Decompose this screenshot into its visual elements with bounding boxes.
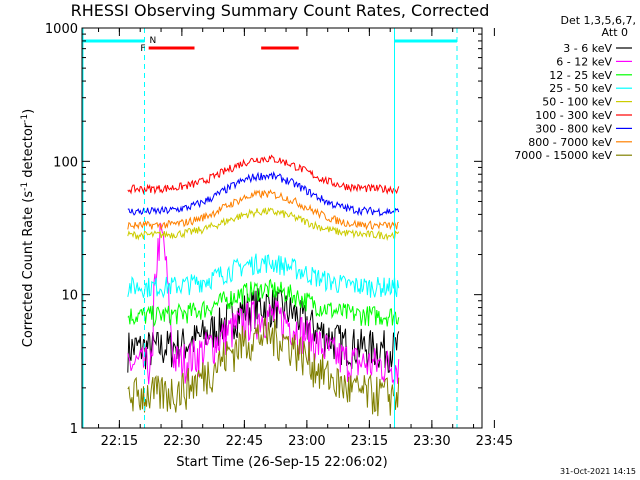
y-tick-label: 10 bbox=[61, 289, 78, 304]
flag-n-label: N bbox=[150, 36, 157, 46]
x-tick-label: 23:30 bbox=[413, 434, 450, 449]
x-tick-label: 22:45 bbox=[226, 434, 263, 449]
legend-label-8: 800 - 7000 keV bbox=[528, 136, 612, 149]
legend-label-3: 12 - 25 keV bbox=[549, 69, 612, 82]
x-tick-label: 22:15 bbox=[101, 434, 138, 449]
flag-f-label: F bbox=[140, 44, 145, 54]
x-axis: 22:15 22:30 22:45 23:00 23:15 23:30 23:45 bbox=[98, 28, 513, 449]
y-tick-label: 1 bbox=[70, 422, 78, 437]
legend-header-2: Att 0 bbox=[602, 26, 628, 39]
x-tick-label: 23:15 bbox=[351, 434, 388, 449]
series-line-4 bbox=[127, 253, 400, 299]
legend-label-7: 300 - 800 keV bbox=[535, 122, 612, 135]
legend-label-5: 50 - 100 keV bbox=[542, 96, 612, 109]
x-tick-label: 22:30 bbox=[163, 434, 200, 449]
legend-label-1: 3 - 6 keV bbox=[563, 42, 612, 55]
y-axis-label: Corrected Count Rate (s-1 detector-1) bbox=[20, 109, 36, 347]
series-line-8 bbox=[127, 188, 399, 231]
chart-title: RHESSI Observing Summary Count Rates, Co… bbox=[71, 1, 490, 20]
legend-label-4: 25 - 50 keV bbox=[549, 82, 612, 95]
y-tick-label: 1000 bbox=[45, 22, 78, 37]
plot-area: FN bbox=[82, 28, 458, 428]
plot-frame bbox=[81, 27, 483, 429]
series-line-5 bbox=[127, 207, 400, 242]
legend-label-9: 7000 - 15000 keV bbox=[514, 149, 612, 162]
legend-header-1: Det 1,3,5,6,7, bbox=[560, 14, 636, 27]
x-tick-label: 23:00 bbox=[288, 434, 325, 449]
legend-label-6: 100 - 300 keV bbox=[535, 109, 612, 122]
timestamp-stamp: 31-Oct-2021 14:15 bbox=[560, 467, 636, 476]
y-axis: 1 10 100 1000 bbox=[45, 22, 482, 437]
x-axis-label: Start Time (26-Sep-15 22:06:02) bbox=[176, 455, 387, 470]
series-line-3 bbox=[127, 278, 400, 328]
x-tick-label: 23:45 bbox=[476, 434, 513, 449]
series-line-9 bbox=[127, 317, 400, 417]
series-line-6 bbox=[127, 154, 400, 195]
legend-label-2: 6 - 12 keV bbox=[556, 55, 612, 68]
y-tick-label: 100 bbox=[53, 155, 78, 170]
series-line-7 bbox=[127, 170, 400, 217]
